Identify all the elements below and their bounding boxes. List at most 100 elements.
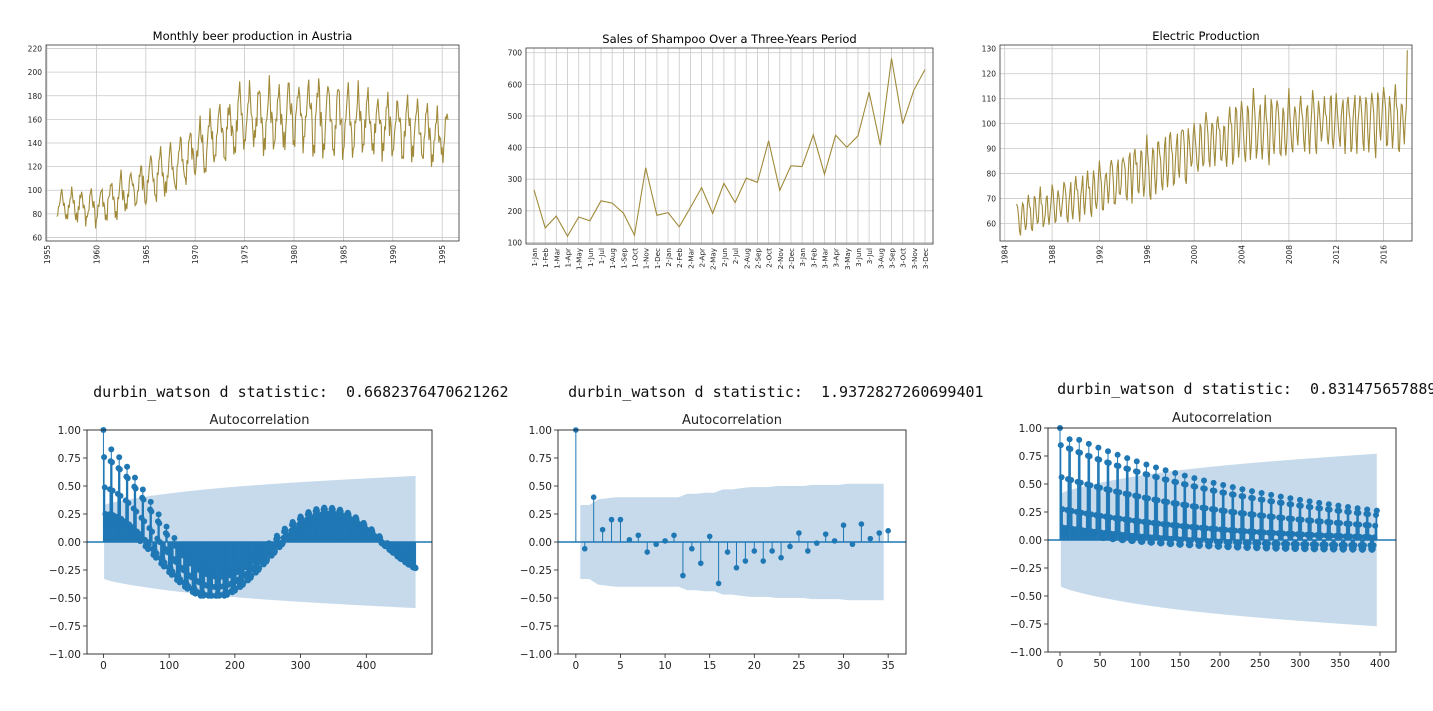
acf-marker [1163, 476, 1170, 483]
y-tick-label: 0.50 [1019, 479, 1042, 491]
acf-marker [1212, 506, 1219, 513]
acf-marker [1097, 484, 1103, 491]
x-tick-label: 25 [792, 660, 805, 672]
dw-value: 1.9372827260699401 [821, 383, 984, 401]
acf-marker [733, 564, 740, 571]
acf-marker [1351, 542, 1358, 549]
acf-marker [149, 528, 156, 535]
acf-marker [1145, 519, 1152, 526]
acf-marker [1284, 540, 1291, 547]
acf-marker [1139, 538, 1146, 545]
acf-marker [1197, 542, 1203, 549]
acf-marker [139, 486, 146, 493]
dw-value: 0.8314756578899859 [1310, 380, 1433, 398]
stems [573, 427, 891, 587]
y-tick-label: 0.50 [529, 481, 552, 493]
acf-marker [1364, 506, 1371, 513]
acf-marker [1232, 527, 1239, 534]
acf-marker [1153, 464, 1159, 471]
x-tick-label: 2-May [709, 247, 718, 270]
acf-marker [1370, 542, 1377, 549]
plot-frame [999, 44, 1413, 242]
x-tick-label: 0 [573, 660, 580, 672]
acf-marker [133, 508, 140, 515]
x-tick-label: 1995 [438, 245, 447, 264]
acf-marker [831, 538, 838, 544]
y-tick-label: 100 [28, 186, 43, 195]
x-tick-label: 1-Dec [653, 248, 662, 269]
x-tick-label: 1-Sep [619, 248, 628, 269]
y-tick-label: 0.00 [529, 537, 552, 549]
acf-marker [1236, 539, 1243, 546]
x-tick-label: 2-Dec [787, 248, 796, 269]
y-tick-label: −0.75 [49, 621, 81, 633]
x-tick-label: 2-Mar [686, 248, 695, 269]
y-tick-label: 0.75 [529, 453, 552, 465]
stems [100, 427, 419, 599]
x-tick-label: 200 [1210, 658, 1230, 670]
acf-marker [1173, 500, 1180, 507]
chart-title: Autocorrelation [1172, 411, 1272, 426]
acf-marker [724, 549, 731, 555]
x-tick-label: 1-Jun [586, 248, 595, 267]
y-tick-label: 300 [508, 175, 523, 184]
acf-marker [1173, 479, 1179, 486]
acf-marker [867, 535, 874, 542]
acf-marker [1164, 498, 1171, 505]
y-tick-label: −0.50 [1010, 591, 1042, 603]
x-tick-label: 300 [1290, 658, 1310, 670]
acf-marker [1307, 504, 1314, 511]
x-tick-label: 3-Jul [865, 248, 874, 264]
x-tick-label: 2-Oct [765, 248, 774, 268]
acf-marker [1183, 502, 1190, 509]
y-tick-label: 200 [28, 68, 43, 77]
x-tick-label: 2008 [1285, 245, 1294, 264]
chart-title: Electric Production [1152, 29, 1259, 43]
acf-marker [1162, 467, 1169, 474]
acf-marker [1097, 512, 1104, 519]
acf-marker [248, 572, 255, 579]
x-tick-label: 200 [225, 660, 245, 672]
dw-statistic-electric: durbin_watson d statistic: 0.83147565788… [1021, 362, 1433, 416]
y-tick-label: 0.00 [1019, 535, 1042, 547]
acf-marker [256, 565, 263, 572]
plot-frame [525, 47, 934, 245]
acf-marker [653, 541, 659, 548]
x-tick-label: 1988 [1048, 245, 1057, 264]
y-tick-label: 0.25 [1019, 507, 1042, 519]
acf-marker [706, 533, 713, 540]
acf-marker [1191, 475, 1198, 482]
acf-marker [1231, 509, 1238, 516]
acf-marker [1297, 496, 1303, 503]
acf-marker [140, 496, 147, 503]
acf-marker [644, 549, 651, 555]
acf-marker [1365, 522, 1372, 529]
dw-label: durbin_watson d statistic: [1057, 380, 1292, 398]
acf-marker [760, 558, 767, 564]
gridlines [526, 48, 933, 244]
acf-marker [581, 545, 588, 552]
acf-marker [1345, 508, 1352, 515]
acf-marker [1077, 449, 1083, 456]
x-tick-label: 1-Mar [552, 248, 561, 269]
acf-marker [1107, 514, 1114, 521]
acf-marker [1158, 540, 1165, 547]
acf-marker [1105, 459, 1112, 466]
acf-marker [858, 521, 865, 527]
acf-marker [1265, 540, 1271, 547]
y-tick-label: −1.00 [1010, 647, 1042, 659]
x-tick-label: 2-Aug [742, 248, 751, 269]
y-tick-label: 90 [986, 145, 996, 154]
x-tick-label: 3-Mar [820, 248, 829, 269]
y-tick-label: 80 [32, 210, 42, 219]
acf-marker [1249, 495, 1256, 502]
x-tick-label: 350 [1330, 658, 1350, 670]
acf-marker [1222, 526, 1229, 533]
acf-marker [1086, 453, 1093, 460]
acf-marker [1335, 502, 1342, 509]
x-tick-label: 1985 [339, 245, 348, 264]
plot-frame [45, 44, 460, 242]
x-tick-label: 2000 [1190, 245, 1199, 264]
acf-marker [1154, 497, 1161, 504]
acf-marker [1125, 466, 1131, 473]
